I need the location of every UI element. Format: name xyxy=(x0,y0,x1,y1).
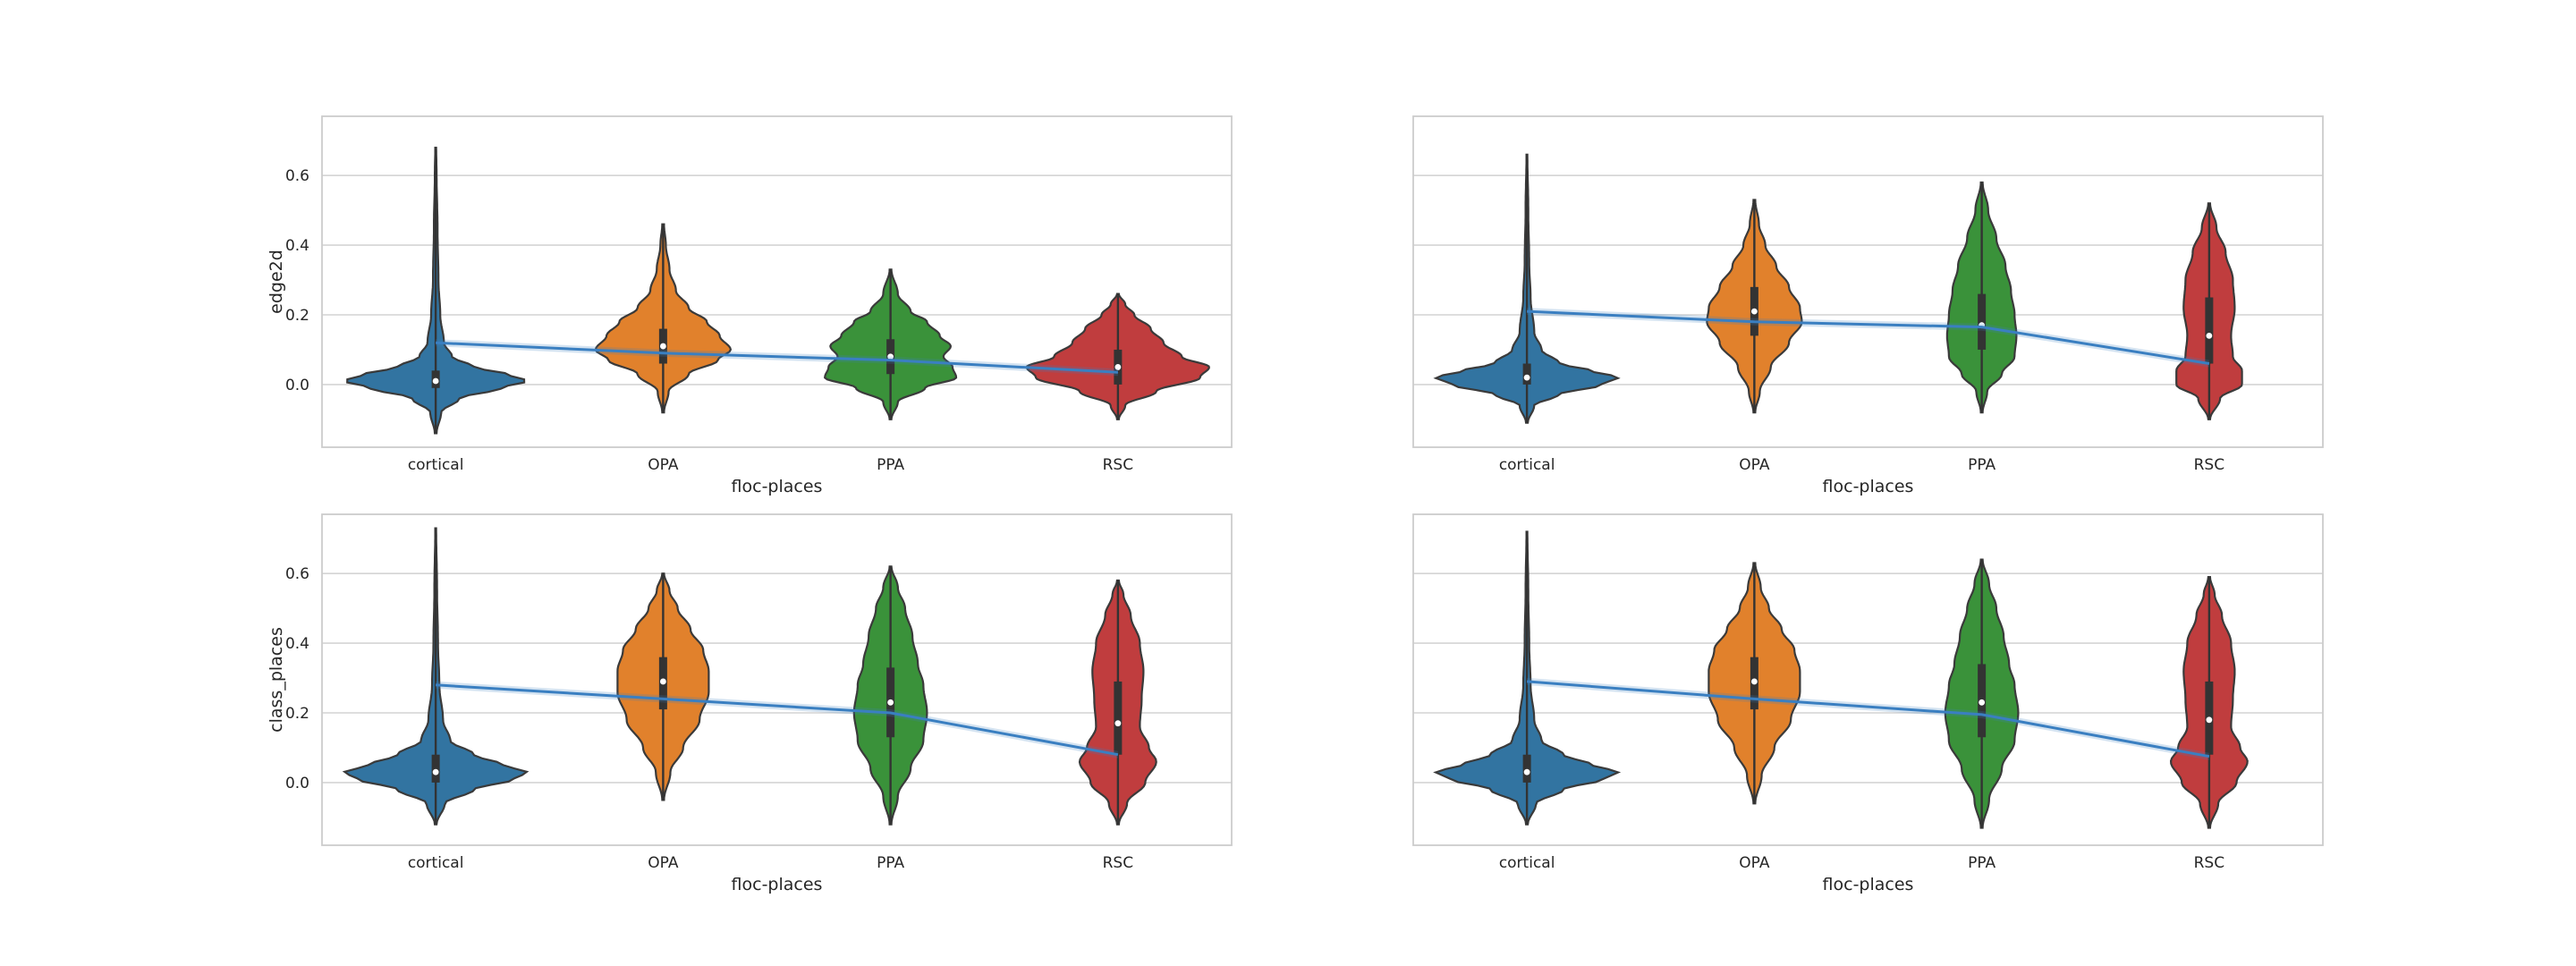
ytick-label: 0.0 xyxy=(285,377,309,394)
ytick-label: 0.0 xyxy=(285,775,309,792)
xtick-label: cortical xyxy=(1499,854,1555,872)
violin-iqr-box xyxy=(1978,293,1987,350)
xtick-label: cortical xyxy=(408,456,464,474)
y-axis-label: class_places xyxy=(267,627,286,733)
panel-3: cortical OPA PPA RSC 0.0 0.2 0.4 0.6 floc-places… xyxy=(267,513,1233,894)
xtick-label: cortical xyxy=(408,854,464,872)
violin-median xyxy=(887,353,894,360)
ytick-label: 0.2 xyxy=(285,705,309,723)
x-axis-label: floc-places xyxy=(732,875,823,894)
xtick-label: PPA xyxy=(877,456,904,474)
violin-median xyxy=(1750,678,1758,685)
violin-median xyxy=(432,768,439,775)
trend-line xyxy=(436,341,1118,374)
xtick-label: PPA xyxy=(877,854,904,872)
ytick-label: 0.2 xyxy=(285,307,309,325)
violin-iqr-box xyxy=(431,754,440,783)
violin-median xyxy=(1979,699,1986,706)
panel-1: cortical OPA PPA RSC 0.0 0.2 0.4 0.6 floc-places… xyxy=(267,115,1233,496)
violin-median xyxy=(659,678,666,685)
trend-band xyxy=(436,681,1118,758)
y-axis-label: edge2d xyxy=(267,250,286,314)
violin-median xyxy=(2206,332,2213,339)
x-axis-label: floc-places xyxy=(1823,875,1914,894)
trend-band xyxy=(1527,308,2209,368)
violin-median xyxy=(1523,374,1530,381)
xtick-label: RSC xyxy=(1103,456,1133,474)
xtick-label: PPA xyxy=(1968,456,1996,474)
xtick-label: OPA xyxy=(648,456,679,474)
x-axis-label: floc-places xyxy=(1823,477,1914,496)
ytick-label: 0.4 xyxy=(285,635,309,653)
violin-median xyxy=(432,377,439,385)
violin-median xyxy=(1114,720,1122,727)
trend-line xyxy=(1527,309,2210,365)
violin-iqr-box xyxy=(2205,297,2214,364)
xtick-label: OPA xyxy=(1739,456,1770,474)
violin-iqr-box xyxy=(1522,754,1531,783)
ytick-label: 0.6 xyxy=(285,167,309,185)
violin-median xyxy=(659,343,666,350)
panel-2: cortical OPA PPA RSC floc-places xyxy=(1412,115,2324,496)
ytick-label: 0.6 xyxy=(285,565,309,583)
xtick-label: OPA xyxy=(648,854,679,872)
xtick-label: PPA xyxy=(1968,854,1996,872)
violin-median xyxy=(1750,308,1758,315)
trend-line xyxy=(1526,680,2210,758)
xtick-label: RSC xyxy=(1103,854,1133,872)
violin-median xyxy=(2206,716,2213,724)
violin-median xyxy=(887,699,894,706)
ytick-label: 0.4 xyxy=(285,237,309,255)
panel-4: cortical OPA PPA RSC floc-places xyxy=(1412,513,2324,894)
xtick-label: RSC xyxy=(2194,854,2224,872)
xtick-label: OPA xyxy=(1739,854,1770,872)
x-axis-label: floc-places xyxy=(732,477,823,496)
plot-frame xyxy=(321,513,1233,846)
xtick-label: RSC xyxy=(2194,456,2224,474)
xtick-label: cortical xyxy=(1499,456,1555,474)
violin-median xyxy=(1523,768,1530,775)
violin-iqr-box xyxy=(1114,681,1123,755)
violin-iqr-box xyxy=(1522,363,1531,385)
plot-frame xyxy=(1412,513,2324,846)
trend-line xyxy=(436,683,1119,757)
violin-median xyxy=(1114,364,1122,370)
plot-frame xyxy=(1412,115,2324,448)
plot-frame xyxy=(321,115,1233,448)
